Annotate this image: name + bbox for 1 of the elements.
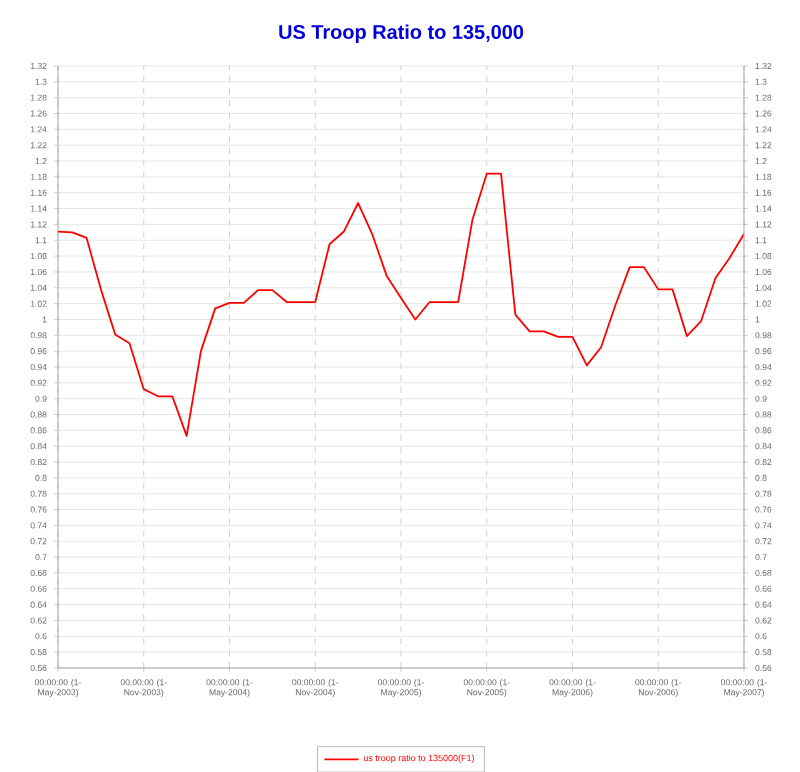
chart-title: US Troop Ratio to 135,000	[279, 24, 524, 43]
